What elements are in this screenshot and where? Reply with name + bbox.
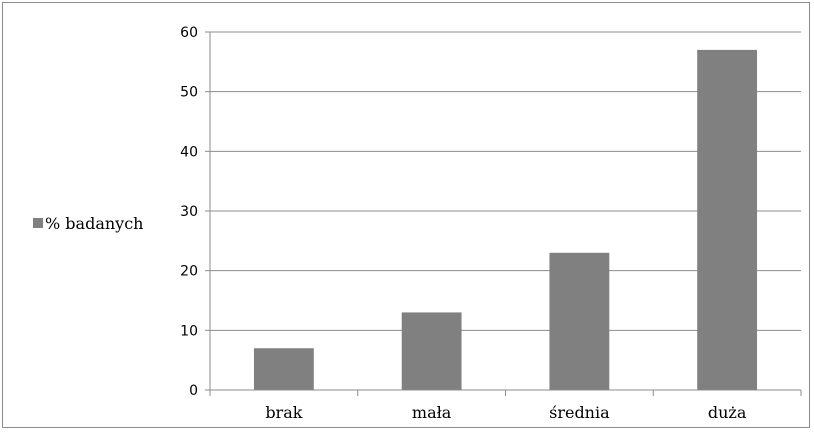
bars — [254, 50, 757, 390]
bar-0 — [254, 348, 314, 390]
x-category-labels: brak mała średnia duża — [265, 403, 747, 422]
bar-chart: 0 10 20 30 40 50 60 brak mała średnia duża % bada… — [3, 3, 809, 427]
legend: % badanych — [33, 214, 143, 233]
bar-2 — [549, 253, 609, 390]
x-category-label: średnia — [549, 403, 610, 422]
x-category-label: brak — [265, 403, 302, 422]
x-category-label: duża — [708, 403, 747, 422]
y-tick-label: 0 — [189, 383, 198, 399]
legend-label: % badanych — [45, 214, 143, 233]
bar-1 — [402, 312, 462, 390]
y-tick-label: 10 — [180, 323, 198, 339]
y-tick-label: 20 — [180, 264, 198, 280]
y-tick-label: 60 — [180, 25, 198, 41]
legend-swatch — [33, 218, 43, 228]
y-tick-label: 40 — [180, 144, 198, 160]
x-category-label: mała — [412, 403, 452, 422]
y-tick-label: 30 — [180, 204, 198, 220]
y-tick-label: 50 — [180, 85, 198, 101]
y-tick-labels: 0 10 20 30 40 50 60 — [180, 25, 198, 399]
bar-3 — [697, 50, 757, 390]
chart-frame: 0 10 20 30 40 50 60 brak mała średnia duża % bada… — [2, 2, 810, 428]
